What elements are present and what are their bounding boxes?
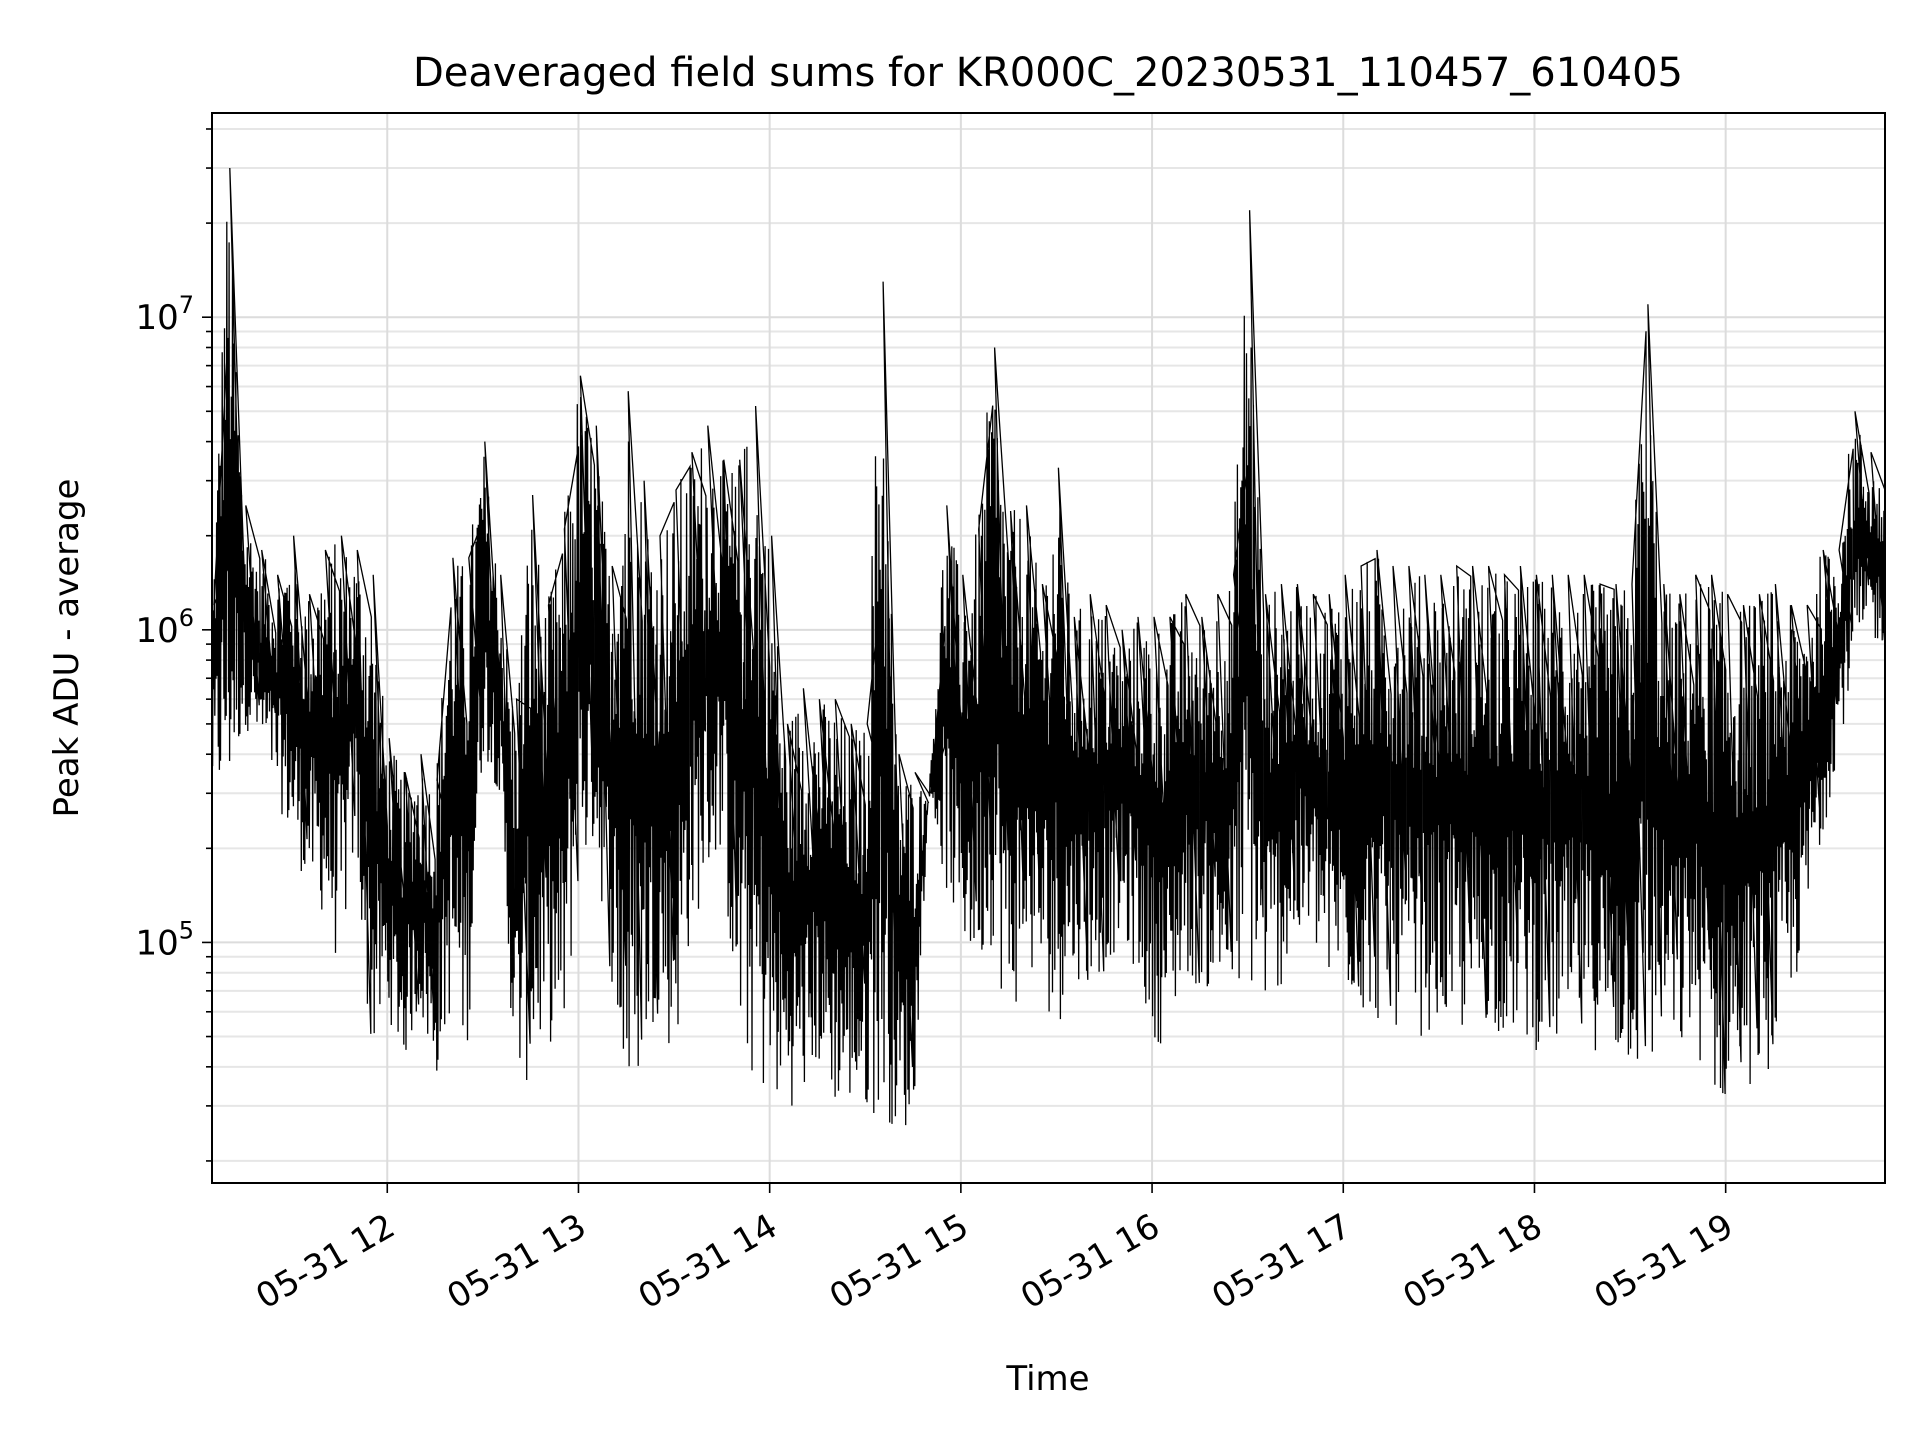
y-axis-label: Peak ADU - average	[47, 479, 87, 818]
y-tick-label: 106	[135, 604, 194, 651]
y-tick-label: 107	[135, 291, 194, 338]
y-tick-label: 105	[135, 916, 194, 963]
y-axis: 105 106 107	[135, 128, 212, 1162]
plot-frame	[211, 112, 1886, 1184]
peak-adu-series-line	[211, 167, 1886, 1126]
chart-title: Deaveraged field sums for KR000C_2023053…	[413, 50, 1683, 96]
x-axis-label: Time	[1005, 1359, 1089, 1399]
series-line	[211, 167, 1886, 1126]
